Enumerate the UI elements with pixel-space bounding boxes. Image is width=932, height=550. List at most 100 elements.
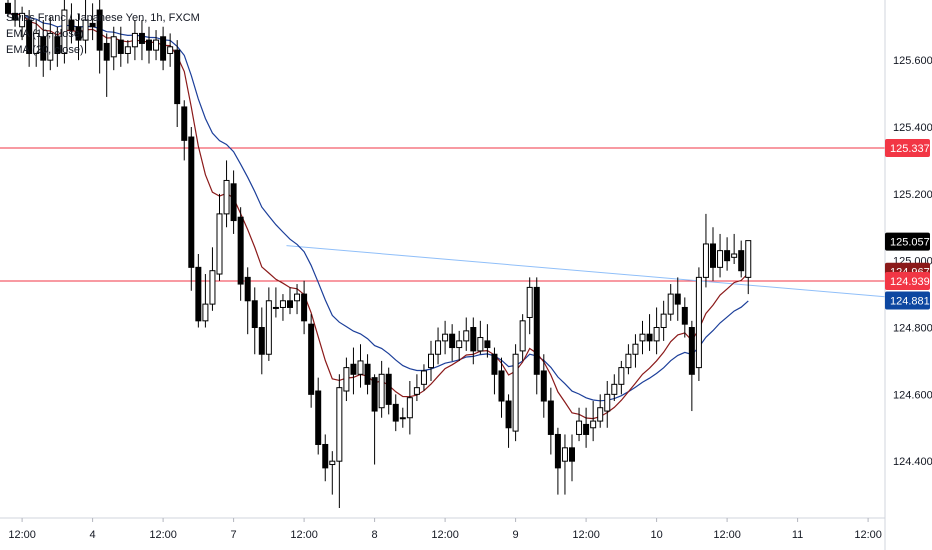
- candle-body: [371, 377, 378, 412]
- candle: [279, 294, 286, 321]
- candle-body: [590, 420, 597, 429]
- candle: [357, 344, 364, 388]
- candle: [561, 434, 568, 495]
- candle: [456, 330, 463, 361]
- candle-body: [54, 36, 61, 54]
- candle-body: [639, 333, 646, 342]
- candle: [477, 320, 484, 355]
- price-tag-label: 124.939: [890, 276, 930, 288]
- candle-body: [5, 2, 11, 14]
- price-tag-label: 125.057: [890, 237, 930, 249]
- candle: [449, 324, 456, 361]
- candle: [82, 0, 89, 54]
- candle-body: [258, 327, 265, 355]
- candle: [12, 0, 19, 27]
- candle-body: [33, 32, 40, 54]
- price-tag-background: [885, 291, 930, 310]
- candle-body: [724, 250, 731, 262]
- candle: [5, 0, 11, 17]
- candle-body: [646, 333, 653, 342]
- price-tag: 125.337: [885, 139, 930, 158]
- candle: [554, 427, 561, 495]
- candle: [294, 284, 301, 315]
- candle-body: [442, 333, 449, 342]
- symbol-title[interactable]: Swiss Franc / Japanese Yen, 1h, FXCM: [6, 12, 200, 24]
- candle-body: [315, 390, 322, 445]
- price-tick-label: 125.200: [893, 189, 932, 201]
- candle: [343, 357, 350, 402]
- candle-body: [96, 9, 103, 51]
- candle-body: [89, 22, 96, 28]
- candle: [399, 407, 406, 428]
- candle: [681, 297, 688, 338]
- candle-body: [569, 447, 575, 462]
- candle-body: [611, 383, 618, 395]
- price-tick-label: 124.800: [893, 323, 932, 335]
- candle: [710, 227, 716, 281]
- candle-body: [12, 12, 19, 21]
- candle-body: [378, 373, 385, 409]
- candle: [660, 300, 667, 341]
- ema-slow-line: [7, 12, 749, 402]
- candle-body: [110, 36, 117, 58]
- price-axis[interactable]: 125.600125.400125.200125.000124.800124.6…: [893, 55, 932, 468]
- candle: [75, 13, 82, 61]
- candle-body: [695, 276, 702, 369]
- time-tick-label: 7: [231, 529, 237, 541]
- candle: [181, 100, 188, 161]
- candle: [188, 126, 195, 291]
- candle: [230, 170, 237, 234]
- candle-body: [209, 270, 216, 305]
- candle: [688, 320, 695, 412]
- candle-body: [188, 136, 195, 268]
- candle-body: [688, 327, 695, 375]
- candle-body: [519, 320, 526, 352]
- candle-body: [717, 250, 724, 268]
- candle: [174, 40, 181, 127]
- candle: [96, 0, 103, 74]
- candle: [392, 394, 399, 432]
- time-tick-label: 12:00: [713, 529, 741, 541]
- time-tick-label: 12:00: [8, 529, 36, 541]
- candle-body: [131, 32, 138, 48]
- plot-area[interactable]: [0, 0, 932, 508]
- price-tag: 124.881: [885, 291, 930, 310]
- candle: [413, 374, 420, 402]
- candle-body: [625, 353, 632, 369]
- candle: [160, 26, 167, 71]
- candle-body: [632, 343, 639, 355]
- candle-body: [681, 306, 688, 325]
- candle-body: [392, 403, 399, 422]
- candle-body: [357, 360, 364, 375]
- candle: [202, 274, 209, 328]
- candle-body: [745, 240, 752, 278]
- candle: [526, 277, 533, 335]
- candle-body: [583, 423, 590, 435]
- ema-fast-legend[interactable]: EMA (10, close): [6, 28, 84, 40]
- candle: [745, 240, 752, 295]
- ema-slow-legend[interactable]: EMA (20, close): [6, 44, 84, 56]
- candle: [371, 374, 378, 465]
- price-tag-background: [885, 232, 930, 251]
- candle-body: [399, 417, 406, 420]
- candle: [540, 354, 547, 418]
- candle-body: [272, 306, 279, 309]
- candle: [646, 314, 653, 351]
- candle: [498, 357, 505, 418]
- price-tag-background: [885, 272, 930, 291]
- time-tick-label: 4: [90, 529, 96, 541]
- candle-body: [674, 293, 681, 305]
- candle-body: [146, 39, 152, 51]
- candle: [195, 253, 202, 328]
- candle: [385, 367, 392, 415]
- time-tick-label: 9: [513, 529, 519, 541]
- candle-body: [68, 19, 75, 31]
- candle-body: [449, 333, 456, 349]
- candle: [61, 0, 68, 64]
- candle: [131, 20, 138, 61]
- candle-body: [343, 367, 350, 392]
- candle: [40, 20, 47, 77]
- candle-body: [294, 293, 301, 302]
- time-axis[interactable]: 12:00 4 12:00 7 12:00 8 12:00 9 12:00 10 12:00 11 12…: [8, 518, 882, 541]
